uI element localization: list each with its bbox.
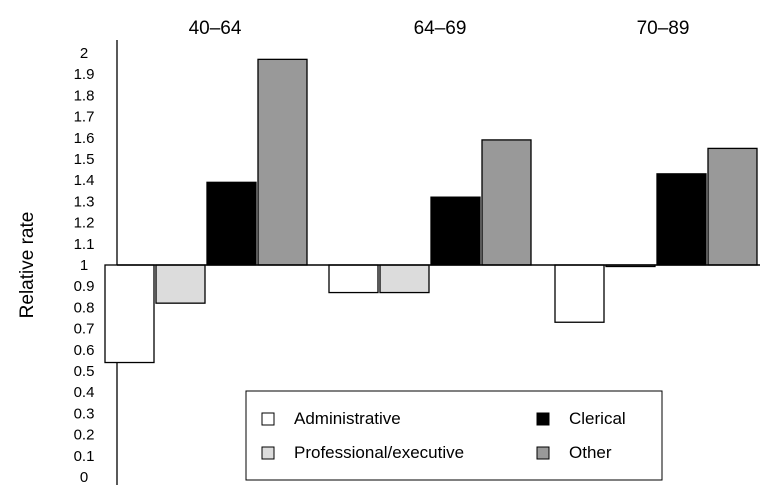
bar-professional-executive-2 xyxy=(379,264,430,294)
y-tick-label: 0.8 xyxy=(74,299,95,316)
y-tick-label: 1.1 xyxy=(74,236,95,253)
y-tick-label: 0.9 xyxy=(74,278,95,295)
y-tick-label: 0.3 xyxy=(74,405,95,422)
legend-swatch xyxy=(261,412,275,426)
y-tick-label: 1 xyxy=(80,257,88,274)
bar-other-3 xyxy=(707,147,758,266)
y-tick-label: 0 xyxy=(80,469,88,485)
y-tick-label: 0.6 xyxy=(74,342,95,359)
y-tick-label: 1.8 xyxy=(74,87,95,104)
y-tick-label: 1.3 xyxy=(74,193,95,210)
legend-swatch xyxy=(261,446,275,460)
legend-swatch xyxy=(536,412,550,426)
legend-label: Clerical xyxy=(569,409,626,428)
y-tick-label: 1.9 xyxy=(74,66,95,83)
y-tick-label: 0.1 xyxy=(74,448,95,465)
bar-administrative-2 xyxy=(328,264,379,294)
y-tick-label: 1.6 xyxy=(74,130,95,147)
legend-label: Administrative xyxy=(294,409,401,428)
bar-administrative-1 xyxy=(104,264,155,364)
legend-box xyxy=(245,390,663,481)
category-label: 70–89 xyxy=(637,18,690,39)
legend-label: Other xyxy=(569,443,612,462)
y-tick-label: 1.4 xyxy=(74,172,95,189)
bar-clerical-3 xyxy=(656,173,707,266)
bar-administrative-3 xyxy=(554,264,605,323)
bar-other-2 xyxy=(481,139,532,266)
legend-swatch xyxy=(536,446,550,460)
y-axis-title: Relative rate xyxy=(17,212,38,319)
y-tick-label: 2 xyxy=(80,45,88,62)
y-tick-label: 1.5 xyxy=(74,151,95,168)
y-tick-label: 0.5 xyxy=(74,363,95,380)
category-label: 40–64 xyxy=(189,18,242,39)
y-tick-label: 0.7 xyxy=(74,321,95,338)
bar-clerical-1 xyxy=(206,181,257,266)
y-tick-label: 1.7 xyxy=(74,109,95,126)
y-tick-label: 1.2 xyxy=(74,215,95,232)
y-tick-label: 0.2 xyxy=(74,427,95,444)
y-tick-label: 0.4 xyxy=(74,384,95,401)
bar-other-1 xyxy=(257,58,308,266)
bar-clerical-2 xyxy=(430,196,481,266)
category-label: 64–69 xyxy=(414,18,467,39)
legend-label: Professional/executive xyxy=(294,443,464,462)
bar-professional-executive-1 xyxy=(155,264,206,304)
